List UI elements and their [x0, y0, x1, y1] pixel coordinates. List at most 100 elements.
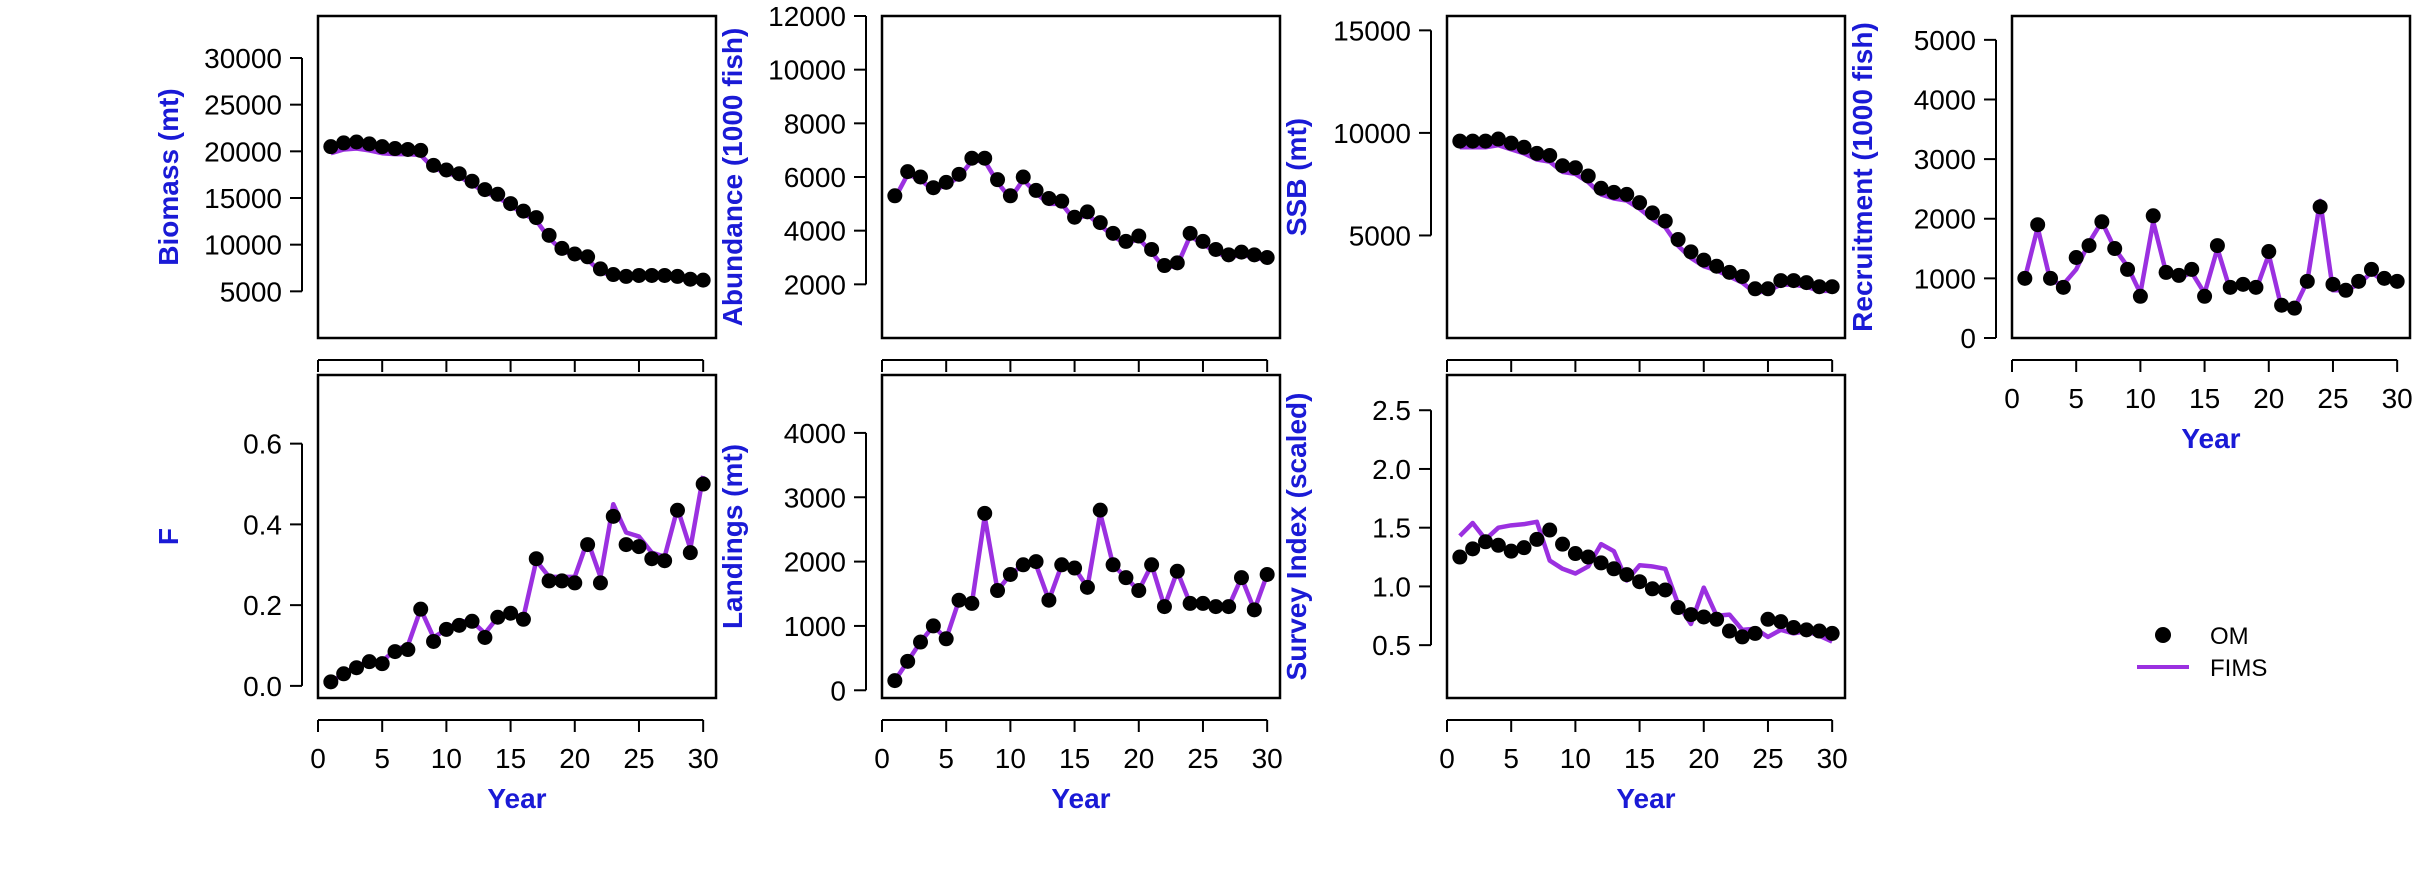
survey-om-point	[1606, 561, 1622, 577]
abundance-om-point	[1156, 258, 1172, 274]
f-y-axis-title: F	[153, 528, 184, 545]
survey-om-point	[1644, 581, 1660, 597]
ssb-om-point	[1798, 275, 1814, 291]
landings-om-point	[887, 673, 903, 689]
biomass-om-point	[490, 186, 506, 202]
ssb-om-point	[1632, 195, 1648, 211]
survey-y-axis-title: Survey Index (scaled)	[1281, 393, 1312, 681]
recruitment-om-point	[2107, 241, 2123, 257]
biomass-om-point	[400, 141, 416, 157]
survey-om-point	[1542, 522, 1558, 538]
landings-om-point	[913, 634, 929, 650]
landings-y-tick-label: 4000	[784, 418, 846, 449]
f-om-point	[631, 539, 647, 555]
landings-x-tick-label: 20	[1123, 743, 1154, 774]
biomass-y-tick-label: 25000	[204, 90, 282, 121]
landings-y-tick-label: 2000	[784, 547, 846, 578]
survey-x-tick-label: 30	[1817, 743, 1848, 774]
abundance-om-point	[990, 172, 1006, 188]
survey-om-point	[1567, 546, 1583, 562]
recruitment-om-point	[2171, 267, 2187, 283]
recruitment-om-point	[2094, 214, 2110, 230]
recruitment-om-point	[2222, 279, 2238, 295]
biomass-om-point	[438, 162, 454, 178]
biomass-om-point	[592, 261, 608, 277]
ssb-om-point	[1683, 244, 1699, 260]
legend-om-label: OM	[2210, 623, 2249, 650]
landings-om-point	[1028, 554, 1044, 570]
recruitment-om-point	[2261, 244, 2277, 260]
abundance-y-tick-label: 8000	[784, 108, 846, 139]
abundance-om-point	[1079, 204, 1095, 220]
landings-om-point	[1079, 579, 1095, 595]
survey-y-tick-label: 1.5	[1372, 513, 1411, 544]
ssb-om-point	[1503, 135, 1519, 151]
recruitment-y-tick-label: 1000	[1914, 263, 1976, 294]
legend: OM FIMS	[2137, 623, 2267, 682]
f-x-axis-title: Year	[487, 783, 546, 814]
landings-om-point	[1131, 583, 1147, 599]
biomass-om-point	[323, 139, 339, 155]
biomass-y-axis-title: Biomass (mt)	[153, 88, 184, 265]
abundance-om-point	[1182, 225, 1198, 241]
abundance-y-tick-label: 12000	[768, 1, 846, 32]
survey-om-point	[1747, 625, 1763, 641]
biomass-om-point	[580, 249, 596, 265]
recruitment-om-point	[2376, 270, 2392, 286]
survey-om-point	[1798, 622, 1814, 638]
survey-om-point	[1683, 607, 1699, 623]
survey-om-point	[1811, 623, 1827, 639]
ssb-om-point	[1709, 258, 1725, 274]
survey-om-point	[1734, 629, 1750, 645]
abundance-om-point	[1195, 233, 1211, 249]
landings-x-tick-label: 30	[1252, 743, 1283, 774]
f-y-tick-label: 0.0	[243, 671, 282, 702]
recruitment-y-tick-label: 5000	[1914, 25, 1976, 56]
abundance-om-point	[1092, 215, 1108, 231]
biomass-om-point	[336, 135, 352, 151]
recruitment-x-tick-label: 25	[2317, 383, 2348, 414]
ssb-om-point	[1606, 184, 1622, 200]
survey-om-point	[1452, 549, 1468, 565]
recruitment-om-point	[2197, 288, 2213, 304]
f-x-tick-label: 20	[559, 743, 590, 774]
f-om-point	[361, 654, 377, 670]
landings-y-axis-title: Landings (mt)	[717, 444, 748, 629]
ssb-om-point	[1555, 158, 1571, 174]
landings-om-point	[1169, 563, 1185, 579]
biomass-om-point	[618, 268, 634, 284]
recruitment-om-point	[2158, 264, 2174, 280]
biomass-fims-line	[330, 146, 704, 285]
recruitment-om-point	[2389, 273, 2405, 289]
recruitment-om-point	[2325, 276, 2341, 292]
ssb-om-point	[1786, 273, 1802, 289]
biomass-om-point	[682, 271, 698, 287]
landings-x-axis-title: Year	[1051, 783, 1110, 814]
survey-x-axis-title: Year	[1616, 783, 1675, 814]
panel-ssb: 5000 10000 15000 SSB (mt)	[1281, 14, 1847, 372]
f-om-point	[400, 642, 416, 658]
survey-om-point	[1503, 543, 1519, 559]
ssb-om-point	[1811, 279, 1827, 295]
recruitment-om-point	[2351, 273, 2367, 289]
abundance-plot-frame	[880, 14, 1282, 340]
biomass-om-point	[387, 141, 403, 157]
f-om-point	[490, 609, 506, 625]
survey-om-point	[1824, 625, 1840, 641]
f-om-point	[515, 611, 531, 627]
survey-x-tick-label: 10	[1560, 743, 1591, 774]
landings-om-point	[1105, 557, 1121, 573]
recruitment-om-point	[2299, 273, 2315, 289]
ssb-om-point	[1516, 139, 1532, 155]
ssb-om-point	[1478, 133, 1494, 149]
landings-om-point	[1041, 592, 1057, 608]
f-om-point	[682, 545, 698, 561]
landings-y-tick-label: 3000	[784, 482, 846, 513]
landings-x-tick-label: 0	[874, 743, 890, 774]
abundance-om-point	[938, 174, 954, 190]
landings-om-point	[900, 653, 916, 669]
ssb-y-tick-label: 10000	[1333, 118, 1411, 149]
ssb-y-tick-label: 15000	[1333, 15, 1411, 46]
